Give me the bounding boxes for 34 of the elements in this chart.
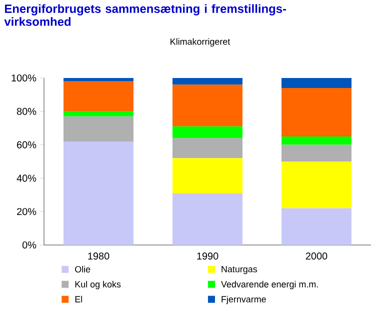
bar: [282, 136, 352, 145]
bar: [282, 208, 352, 245]
bar: [282, 78, 352, 88]
bar: [64, 81, 134, 112]
bar: [282, 162, 352, 208]
y-tick-label: 100%: [12, 74, 36, 82]
x-tick-label: 1990: [197, 252, 218, 260]
legend-label: Kul og koks: [75, 280, 121, 290]
bar: [64, 78, 134, 82]
bar: [64, 141, 134, 245]
bar: [172, 84, 243, 126]
y-tick-label: 20%: [17, 208, 36, 216]
x-tick-label: 2000: [306, 252, 328, 260]
bar: [64, 116, 134, 142]
bar: [282, 88, 352, 136]
bar: [64, 111, 134, 116]
bar: [172, 78, 243, 85]
legend-label: Naturgas: [222, 266, 258, 274]
legend-label: Olie: [75, 266, 90, 272]
bar: [172, 138, 243, 158]
chart-subtitle: Klimakorrigeret: [170, 38, 230, 47]
bar: [282, 144, 352, 162]
bar: [172, 126, 243, 138]
legend-label: Vedvarende energi m.m.: [221, 280, 318, 290]
bar: [172, 158, 243, 194]
y-tick-label: 40%: [16, 174, 36, 182]
y-tick-label: 80%: [16, 108, 36, 115]
y-tick-label: 0%: [22, 241, 36, 249]
legend-label: El: [75, 296, 82, 302]
x-tick-label: 1980: [88, 252, 110, 260]
bar: [172, 193, 243, 245]
chart-title: Energiforbrugets sammensætning i fremstillings-virksomhed: [4, 4, 286, 26]
y-tick-label: 60%: [17, 141, 36, 148]
legend-label: Fjernvarme: [222, 296, 266, 304]
